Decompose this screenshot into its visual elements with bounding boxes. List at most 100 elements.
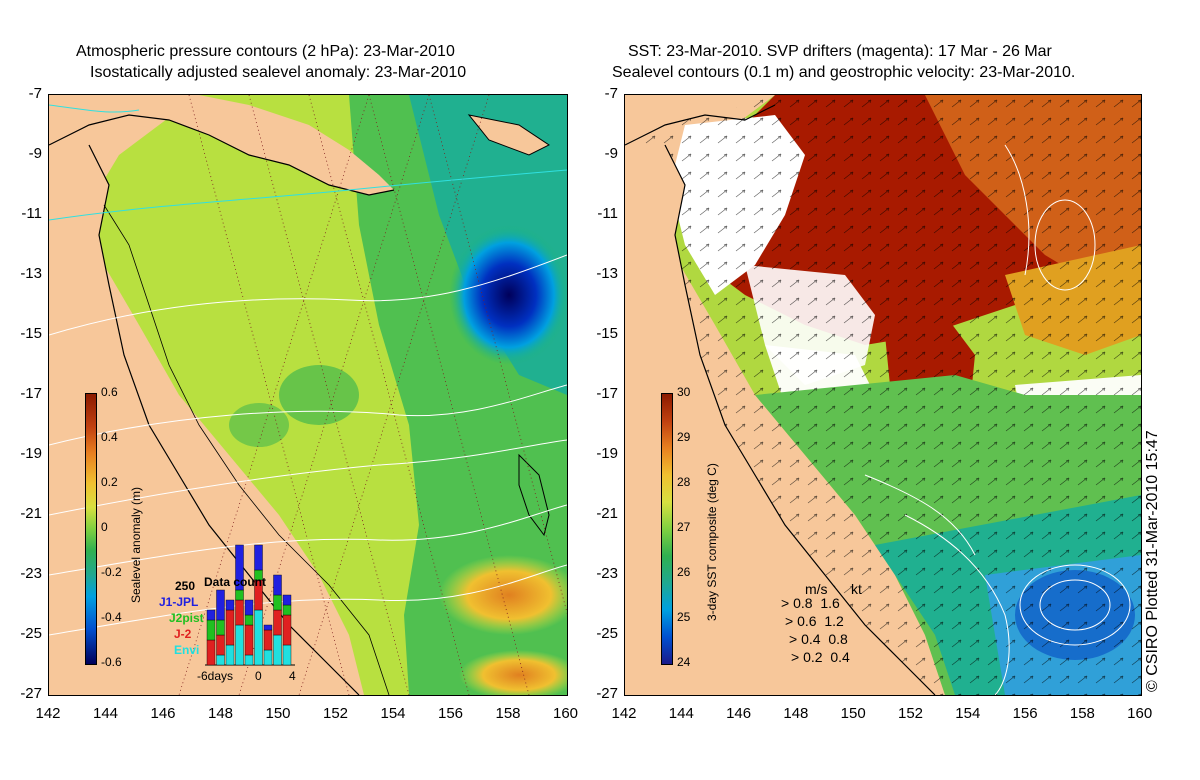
lon-tick-label: 160 — [1127, 705, 1153, 722]
data-count-bar — [244, 599, 254, 616]
lon-tick-label: 144 — [92, 705, 119, 722]
sat-label-j2: J-2 — [174, 627, 192, 641]
left-sealevel-map: 0.6 0.4 0.2 0 -0.2 -0.4 -0.6 Sealevel an… — [48, 94, 568, 696]
data-count-bar — [282, 594, 292, 606]
velocity-ms: 0.6 — [797, 613, 817, 629]
data-count-bar — [263, 624, 273, 631]
data-count-bar — [216, 654, 225, 666]
velocity-header-ms: m/s — [805, 581, 828, 597]
lat-tick-label: -17 — [20, 385, 42, 402]
data-count-bar — [282, 604, 292, 616]
left-title-line2: Isostatically adjusted sealevel anomaly:… — [90, 64, 467, 81]
lon-tick-label: 146 — [150, 705, 176, 722]
velocity-ms: 0.8 — [793, 595, 813, 611]
data-count-bar — [282, 614, 292, 646]
sealevel-anomaly-field — [49, 95, 567, 695]
data-count-bar — [216, 634, 225, 656]
velocity-row-2: > 0.6 1.2 — [785, 613, 844, 629]
left-title-line1: Atmospheric pressure contours (2 hPa): 2… — [76, 43, 455, 60]
lat-tick-label: -23 — [20, 565, 42, 582]
lat-tick-label: -19 — [596, 445, 618, 462]
sla-tick-1: 0.4 — [101, 430, 118, 444]
lat-tick-label: -7 — [28, 85, 42, 102]
sla-tick-0: 0.6 — [101, 385, 118, 399]
sla-colorbar — [85, 393, 97, 665]
lat-tick-label: -13 — [20, 265, 42, 282]
lon-tick-label: 144 — [668, 705, 694, 722]
sst-field — [625, 95, 1141, 695]
inset-x-label-end: 4 — [289, 669, 296, 683]
lat-tick-label: -25 — [596, 625, 618, 642]
inset-x-label-start: -6days — [197, 669, 234, 683]
lon-tick-label: 152 — [322, 705, 349, 722]
sla-tick-5: -0.4 — [101, 610, 122, 624]
data-count-bar — [263, 629, 273, 651]
lon-tick-label: 150 — [265, 705, 291, 722]
credit-text: © CSIRO Plotted 31-Mar-2010 15:47 — [1144, 430, 1161, 692]
data-count-bar — [254, 609, 263, 666]
data-count-bar — [263, 649, 273, 666]
velocity-kt: 0.8 — [828, 631, 848, 647]
data-count-bar — [235, 544, 244, 591]
lon-tick-label: 154 — [955, 705, 981, 722]
data-count-bar — [254, 544, 263, 571]
sat-label-j1: J1-JPL — [159, 595, 199, 609]
data-count-bar — [206, 639, 216, 666]
data-count-bar — [235, 589, 244, 601]
arrow-icon: > — [791, 649, 800, 665]
lon-tick-label: 158 — [495, 705, 521, 722]
data-count-bars — [205, 544, 295, 666]
velocity-kt: 0.4 — [830, 649, 850, 665]
sla-tick-2: 0.2 — [101, 475, 118, 489]
lat-tick-label: -21 — [20, 505, 42, 522]
data-count-bar — [273, 594, 282, 611]
lon-tick-label: 142 — [611, 705, 637, 722]
right-title-line2: Sealevel contours (0.1 m) and geostrophi… — [612, 64, 1076, 81]
data-count-inset — [205, 510, 295, 670]
data-count-bar — [282, 644, 292, 666]
data-count-bar — [273, 574, 282, 596]
data-count-bar — [273, 634, 282, 666]
data-count-bar — [225, 644, 235, 666]
arrow-icon: > — [789, 631, 798, 647]
lat-tick-label: -23 — [596, 565, 618, 582]
data-count-bar — [235, 599, 244, 626]
velocity-row-3: > 0.4 0.8 — [789, 631, 848, 647]
lat-tick-label: -19 — [20, 445, 42, 462]
data-count-bar — [235, 624, 244, 666]
lat-tick-label: -11 — [21, 205, 42, 222]
lon-tick-label: 156 — [1012, 705, 1038, 722]
sst-tick-0: 30 — [677, 385, 691, 399]
lat-tick-label: -9 — [604, 145, 618, 162]
sla-tick-6: -0.6 — [101, 655, 122, 669]
velocity-kt: 1.2 — [824, 613, 844, 629]
lat-tick-label: -13 — [596, 265, 618, 282]
right-title-line1: SST: 23-Mar-2010. SVP drifters (magenta)… — [628, 43, 1052, 60]
lon-tick-label: 152 — [897, 705, 924, 722]
data-count-bar — [206, 619, 216, 641]
lat-tick-label: -7 — [604, 85, 618, 102]
data-count-bar — [244, 614, 254, 626]
lat-tick-label: -11 — [597, 205, 618, 222]
velocity-row-1: > 0.8 1.6 — [781, 595, 840, 611]
inset-title: Data count — [204, 575, 267, 589]
lat-tick-label: -25 — [20, 625, 42, 642]
right-sst-map: 30 29 28 27 26 25 24 3-day SST composite… — [624, 94, 1142, 696]
data-count-bar — [225, 609, 235, 646]
sst-colorbar — [661, 393, 673, 665]
data-count-bar — [273, 609, 282, 636]
sat-label-envi: Envi — [174, 643, 200, 657]
arrow-icon: > — [781, 595, 790, 611]
lon-tick-label: 146 — [726, 705, 752, 722]
sst-tick-1: 29 — [677, 430, 691, 444]
data-count-bar — [206, 609, 216, 621]
lat-tick-label: -27 — [596, 685, 618, 702]
lat-tick-label: -9 — [28, 145, 42, 162]
sst-tick-4: 26 — [677, 565, 691, 579]
arrow-icon: > — [785, 613, 794, 629]
velocity-ms: 0.2 — [803, 649, 823, 665]
data-count-bar — [225, 599, 235, 611]
lon-tick-label: 148 — [783, 705, 809, 722]
lon-tick-label: 142 — [35, 705, 61, 722]
velocity-row-4: > 0.2 0.4 — [791, 649, 850, 665]
